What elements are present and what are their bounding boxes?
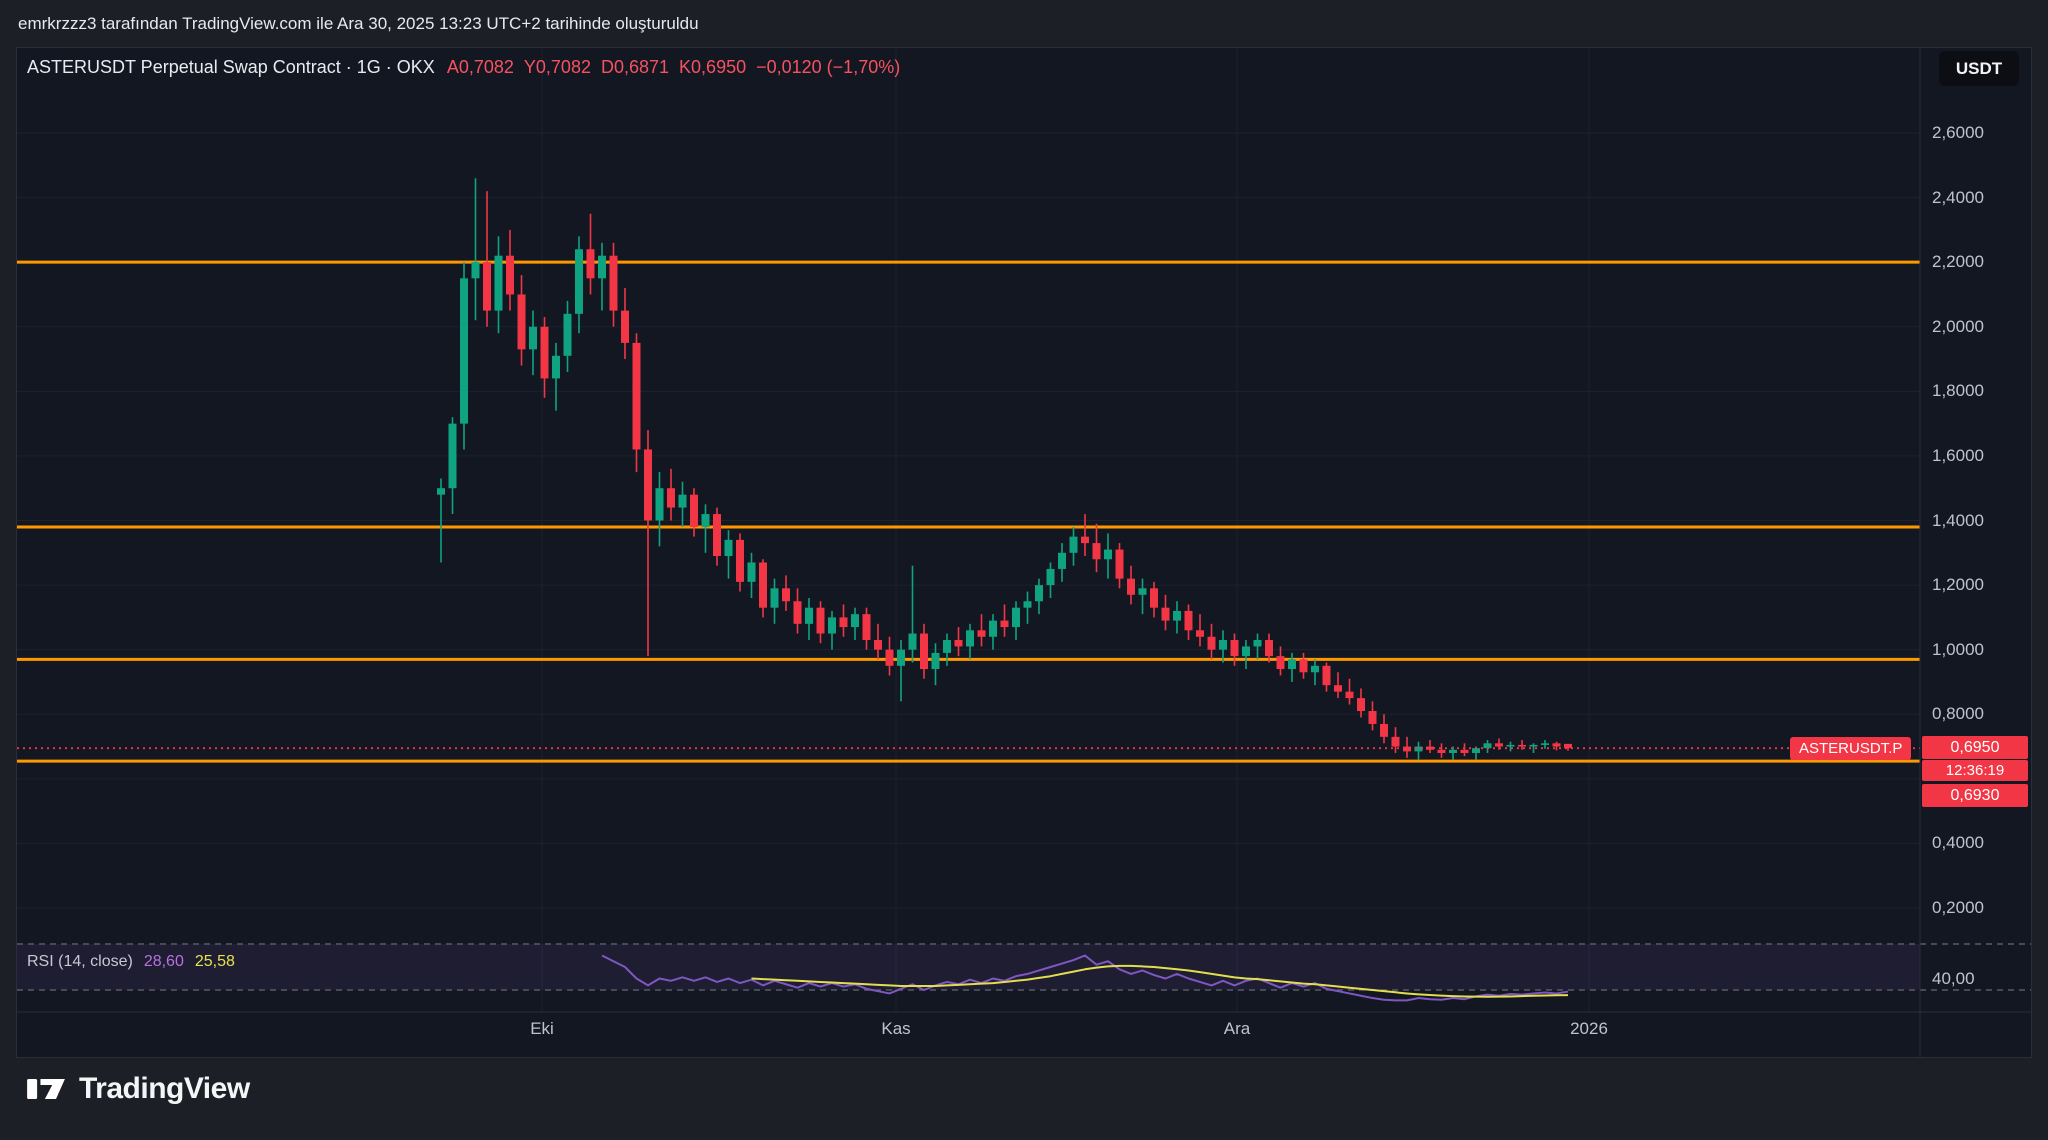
tradingview-logo-icon — [27, 1079, 65, 1099]
rsi-legend: RSI (14, close) 28,60 25,58 — [27, 953, 235, 971]
time-axis-label: Eki — [530, 1019, 554, 1038]
time-axis-label: Ara — [1223, 1019, 1251, 1038]
symbol-price-label: ASTERUSDT.P — [1790, 737, 1912, 760]
price-axis-label: 2,6000 — [1932, 123, 1984, 142]
close-value: K0,6950 — [679, 57, 747, 77]
price-axis-label: 1,6000 — [1932, 445, 1984, 465]
open-value: A0,7082 — [446, 57, 514, 77]
price-axis-label: 0,4000 — [1932, 833, 1984, 853]
attribution-bar: emrkrzzz3 tarafından TradingView.com ile… — [0, 0, 2048, 47]
price-axis-label: 1,8000 — [1932, 381, 1984, 401]
price-axis-label: 2,4000 — [1932, 187, 1984, 207]
price-axis-label: 0,2000 — [1932, 898, 1984, 917]
price-axis-label: 1,2000 — [1932, 575, 1984, 595]
high-value: Y0,7082 — [523, 57, 591, 77]
rsi-title: RSI (14, close) — [27, 953, 133, 970]
last-price-badge: 0,6950 — [1922, 736, 2028, 759]
currency-unit-button[interactable]: USDT — [1939, 51, 2019, 86]
attribution-text: emrkrzzz3 tarafından TradingView.com ile… — [18, 13, 699, 33]
bar-countdown-badge: 12:36:19 — [1922, 760, 2028, 781]
price-axis-label: 1,4000 — [1932, 510, 1984, 530]
chart-legend: ASTERUSDT Perpetual Swap Contract · 1G ·… — [27, 57, 900, 78]
low-value: D0,6871 — [600, 57, 670, 77]
rsi-ma-value: 25,58 — [194, 953, 235, 970]
price-axis-label: 1,0000 — [1932, 639, 1984, 659]
price-axis-label: 2,2000 — [1932, 252, 1984, 272]
time-axis-label: 2026 — [1570, 1019, 1608, 1038]
rsi-axis-label: 40,00 — [1932, 968, 1975, 988]
chart-frame — [16, 47, 2032, 1058]
tradingview-logo-text: TradingView — [79, 1072, 250, 1105]
secondary-price-badge: 0,6930 — [1922, 784, 2028, 807]
ohlc-values: A0,7082 Y0,7082 D0,6871 K0,6950 −0,0120 … — [447, 57, 900, 78]
time-axis-label: Kas — [881, 1019, 911, 1038]
price-axis-label: 2,0000 — [1932, 316, 1984, 336]
rsi-value: 28,60 — [143, 953, 184, 970]
price-axis-label: 0,8000 — [1932, 704, 1984, 724]
tradingview-logo[interactable]: TradingView — [26, 1072, 250, 1106]
symbol-title[interactable]: ASTERUSDT Perpetual Swap Contract · 1G ·… — [27, 57, 435, 77]
time-scale[interactable] — [17, 1012, 1920, 1058]
change-value: −0,0120 (−1,70%) — [756, 57, 901, 77]
